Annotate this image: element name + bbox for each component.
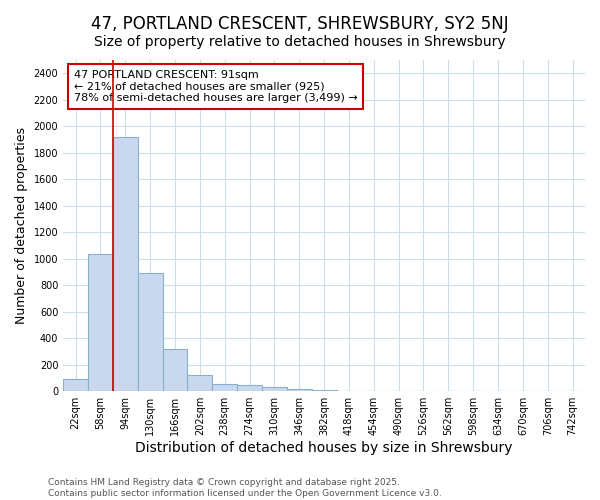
Bar	[212, 384, 237, 391]
Bar	[88, 254, 113, 391]
Text: 47, PORTLAND CRESCENT, SHREWSBURY, SY2 5NJ: 47, PORTLAND CRESCENT, SHREWSBURY, SY2 5…	[91, 15, 509, 33]
Bar	[287, 389, 311, 391]
Y-axis label: Number of detached properties: Number of detached properties	[15, 127, 28, 324]
Text: 47 PORTLAND CRESCENT: 91sqm
← 21% of detached houses are smaller (925)
78% of se: 47 PORTLAND CRESCENT: 91sqm ← 21% of det…	[74, 70, 358, 103]
Text: Contains HM Land Registry data © Crown copyright and database right 2025.
Contai: Contains HM Land Registry data © Crown c…	[48, 478, 442, 498]
Bar	[187, 376, 212, 391]
Bar	[262, 387, 287, 391]
Bar	[163, 349, 187, 391]
Bar	[237, 385, 262, 391]
X-axis label: Distribution of detached houses by size in Shrewsbury: Distribution of detached houses by size …	[136, 441, 513, 455]
Text: Size of property relative to detached houses in Shrewsbury: Size of property relative to detached ho…	[94, 35, 506, 49]
Bar	[63, 380, 88, 391]
Bar	[311, 390, 337, 391]
Bar	[138, 274, 163, 391]
Bar	[113, 137, 138, 391]
